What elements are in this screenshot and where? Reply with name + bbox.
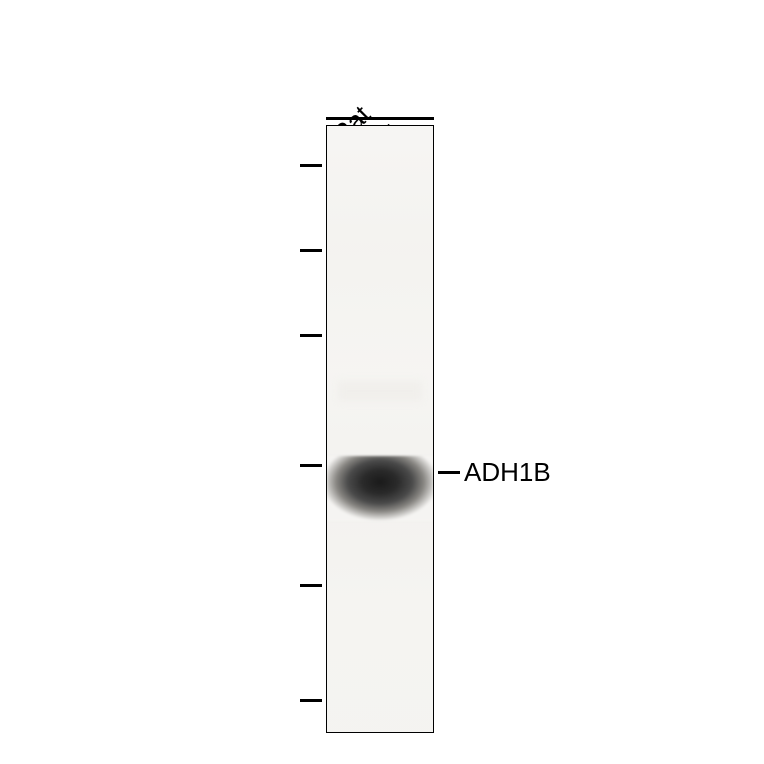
marker-tick xyxy=(300,584,322,587)
target-tick xyxy=(438,471,460,474)
marker-tick xyxy=(300,464,322,467)
lane-label-underline xyxy=(326,117,434,120)
marker-tick xyxy=(300,164,322,167)
lane-faint-smudge xyxy=(338,381,423,401)
lane-texture xyxy=(327,126,433,732)
protein-band-adh1b xyxy=(327,456,433,521)
marker-tick xyxy=(300,249,322,252)
marker-tick xyxy=(300,334,322,337)
blot-lane xyxy=(326,125,434,733)
target-label: ADH1B xyxy=(464,457,551,488)
marker-tick xyxy=(300,699,322,702)
